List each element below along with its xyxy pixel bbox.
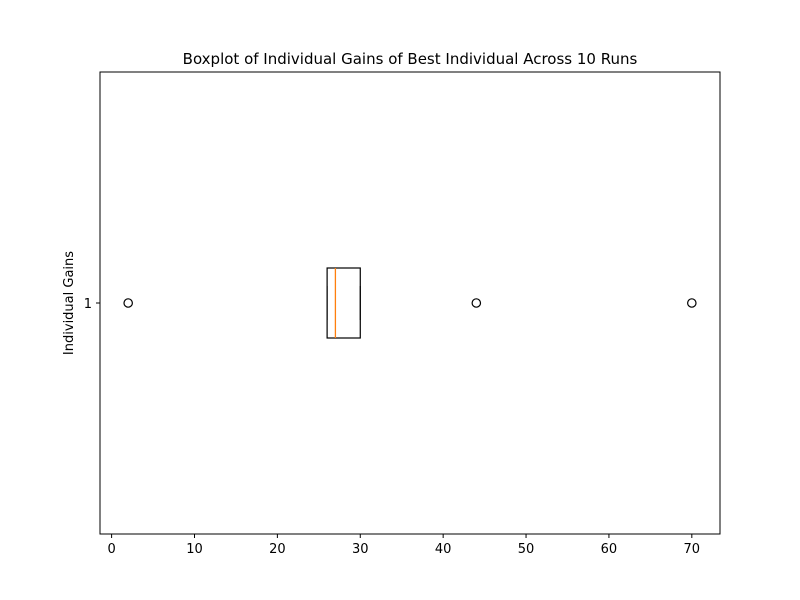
outlier-point (123, 298, 133, 308)
axes-frame (99, 71, 721, 535)
outlier-point (471, 298, 482, 308)
y-axis-label: Individual Gains (62, 251, 77, 355)
chart-title: Boxplot of Individual Gains of Best Indi… (183, 50, 638, 68)
box-iqr (326, 267, 361, 339)
outlier-point (687, 298, 697, 308)
x-tick-label: 0 (107, 542, 115, 557)
x-tick-label: 40 (435, 542, 452, 557)
x-tick-label: 50 (518, 542, 535, 557)
x-tick-label: 60 (601, 542, 618, 557)
x-tick-label: 70 (684, 542, 701, 557)
x-tick-label: 10 (186, 542, 203, 557)
x-tick-label: 30 (352, 542, 369, 557)
plot-area: 0 10 20 30 40 50 60 70 1 (84, 267, 701, 557)
x-tick-label: 20 (269, 542, 286, 557)
y-tick-label: 1 (84, 297, 92, 312)
